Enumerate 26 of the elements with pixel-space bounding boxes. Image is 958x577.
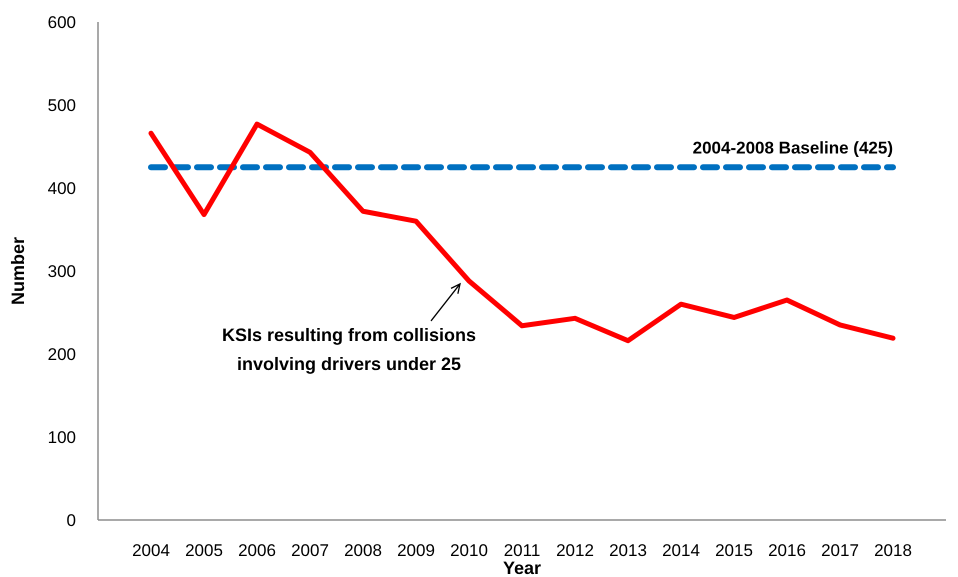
- x-tick-label: 2009: [397, 541, 435, 560]
- y-tick-label: 500: [48, 96, 76, 115]
- annotation: KSIs resulting from collisions involving drivers under 25: [222, 324, 476, 374]
- ref-line-label: 2004-2008 Baseline (425): [692, 138, 893, 158]
- x-tick-label: 2013: [609, 541, 647, 560]
- x-tick-label: 2015: [715, 541, 753, 560]
- x-tick-label: 2004: [132, 541, 170, 560]
- x-tick-label: 2017: [821, 541, 859, 560]
- y-axis-title: Number: [8, 236, 28, 306]
- x-tick-label: 2011: [504, 541, 540, 560]
- x-tick-label: 2006: [238, 541, 276, 560]
- x-tick-label: 2005: [185, 541, 223, 560]
- x-axis-title: Year: [502, 558, 542, 577]
- y-tick-label: 0: [66, 510, 76, 530]
- y-tick-label: 400: [48, 178, 76, 198]
- x-tick-label: 2007: [291, 541, 329, 560]
- y-tick-label: 300: [48, 262, 76, 281]
- y-tick-label: 100: [48, 428, 76, 447]
- x-tick-label: 2016: [768, 541, 806, 560]
- x-tick-label: 2010: [450, 541, 488, 560]
- x-tick-label: 2018: [874, 541, 912, 560]
- x-tick-label: 2014: [662, 541, 700, 560]
- y-tick-label: 200: [48, 344, 76, 364]
- y-tick-label: 600: [48, 12, 76, 32]
- x-tick-label: 2008: [344, 541, 382, 560]
- x-tick-label: 2012: [556, 541, 594, 560]
